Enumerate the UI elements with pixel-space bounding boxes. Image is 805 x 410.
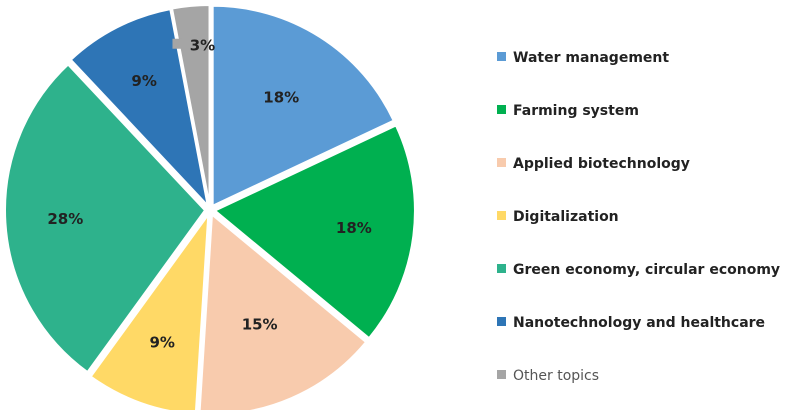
legend-swatch-nanotechnology-and-healthcare <box>497 317 506 326</box>
pie-slice-farming-system <box>213 124 416 340</box>
pie-slice-water-management <box>211 4 395 208</box>
legend-label-applied-biotechnology: Applied biotechnology <box>513 156 690 172</box>
legend-swatch-digitalization <box>497 211 506 220</box>
pie-data-labels: 18% 18% 15% 9% 28% 9% 3% <box>47 37 371 352</box>
legend-label-water-management: Water management <box>513 50 669 66</box>
data-label-farming-system: 18% <box>336 219 372 237</box>
pie-slices <box>4 4 416 410</box>
data-label-marker-other-topics <box>172 38 183 49</box>
data-label-digitalization: 9% <box>150 334 175 352</box>
pie-slice-green-economy-circular-economy <box>4 63 207 374</box>
pie-slice-digitalization <box>89 211 210 410</box>
legend-swatch-water-management <box>497 52 506 61</box>
data-label-green-economy-circular-economy: 28% <box>47 210 83 228</box>
data-label-applied-biotechnology: 15% <box>242 316 278 334</box>
legend-swatch-applied-biotechnology <box>497 158 506 167</box>
legend-label-digitalization: Digitalization <box>513 209 619 225</box>
legend-label-nanotechnology-and-healthcare: Nanotechnology and healthcare <box>513 315 765 331</box>
data-label-nanotechnology-and-healthcare: 9% <box>131 72 156 90</box>
pie-slice-nanotechnology-and-healthcare <box>69 7 210 209</box>
pie-slice-applied-biotechnology <box>198 212 368 410</box>
legend-label-green-economy-circular-economy: Green economy, circular economy <box>513 262 780 278</box>
data-label-other-topics: 3% <box>190 37 215 55</box>
legend-swatch-farming-system <box>497 105 506 114</box>
data-label-water-management: 18% <box>263 89 299 107</box>
legend-swatch-other-topics <box>497 370 506 379</box>
legend: Water management Farming system Applied bi… <box>497 50 780 384</box>
legend-label-other-topics: Other topics <box>513 368 599 384</box>
pie-slice-other-topics <box>170 4 211 206</box>
legend-swatch-green-economy-circular-economy <box>497 264 506 273</box>
legend-label-farming-system: Farming system <box>513 103 639 119</box>
